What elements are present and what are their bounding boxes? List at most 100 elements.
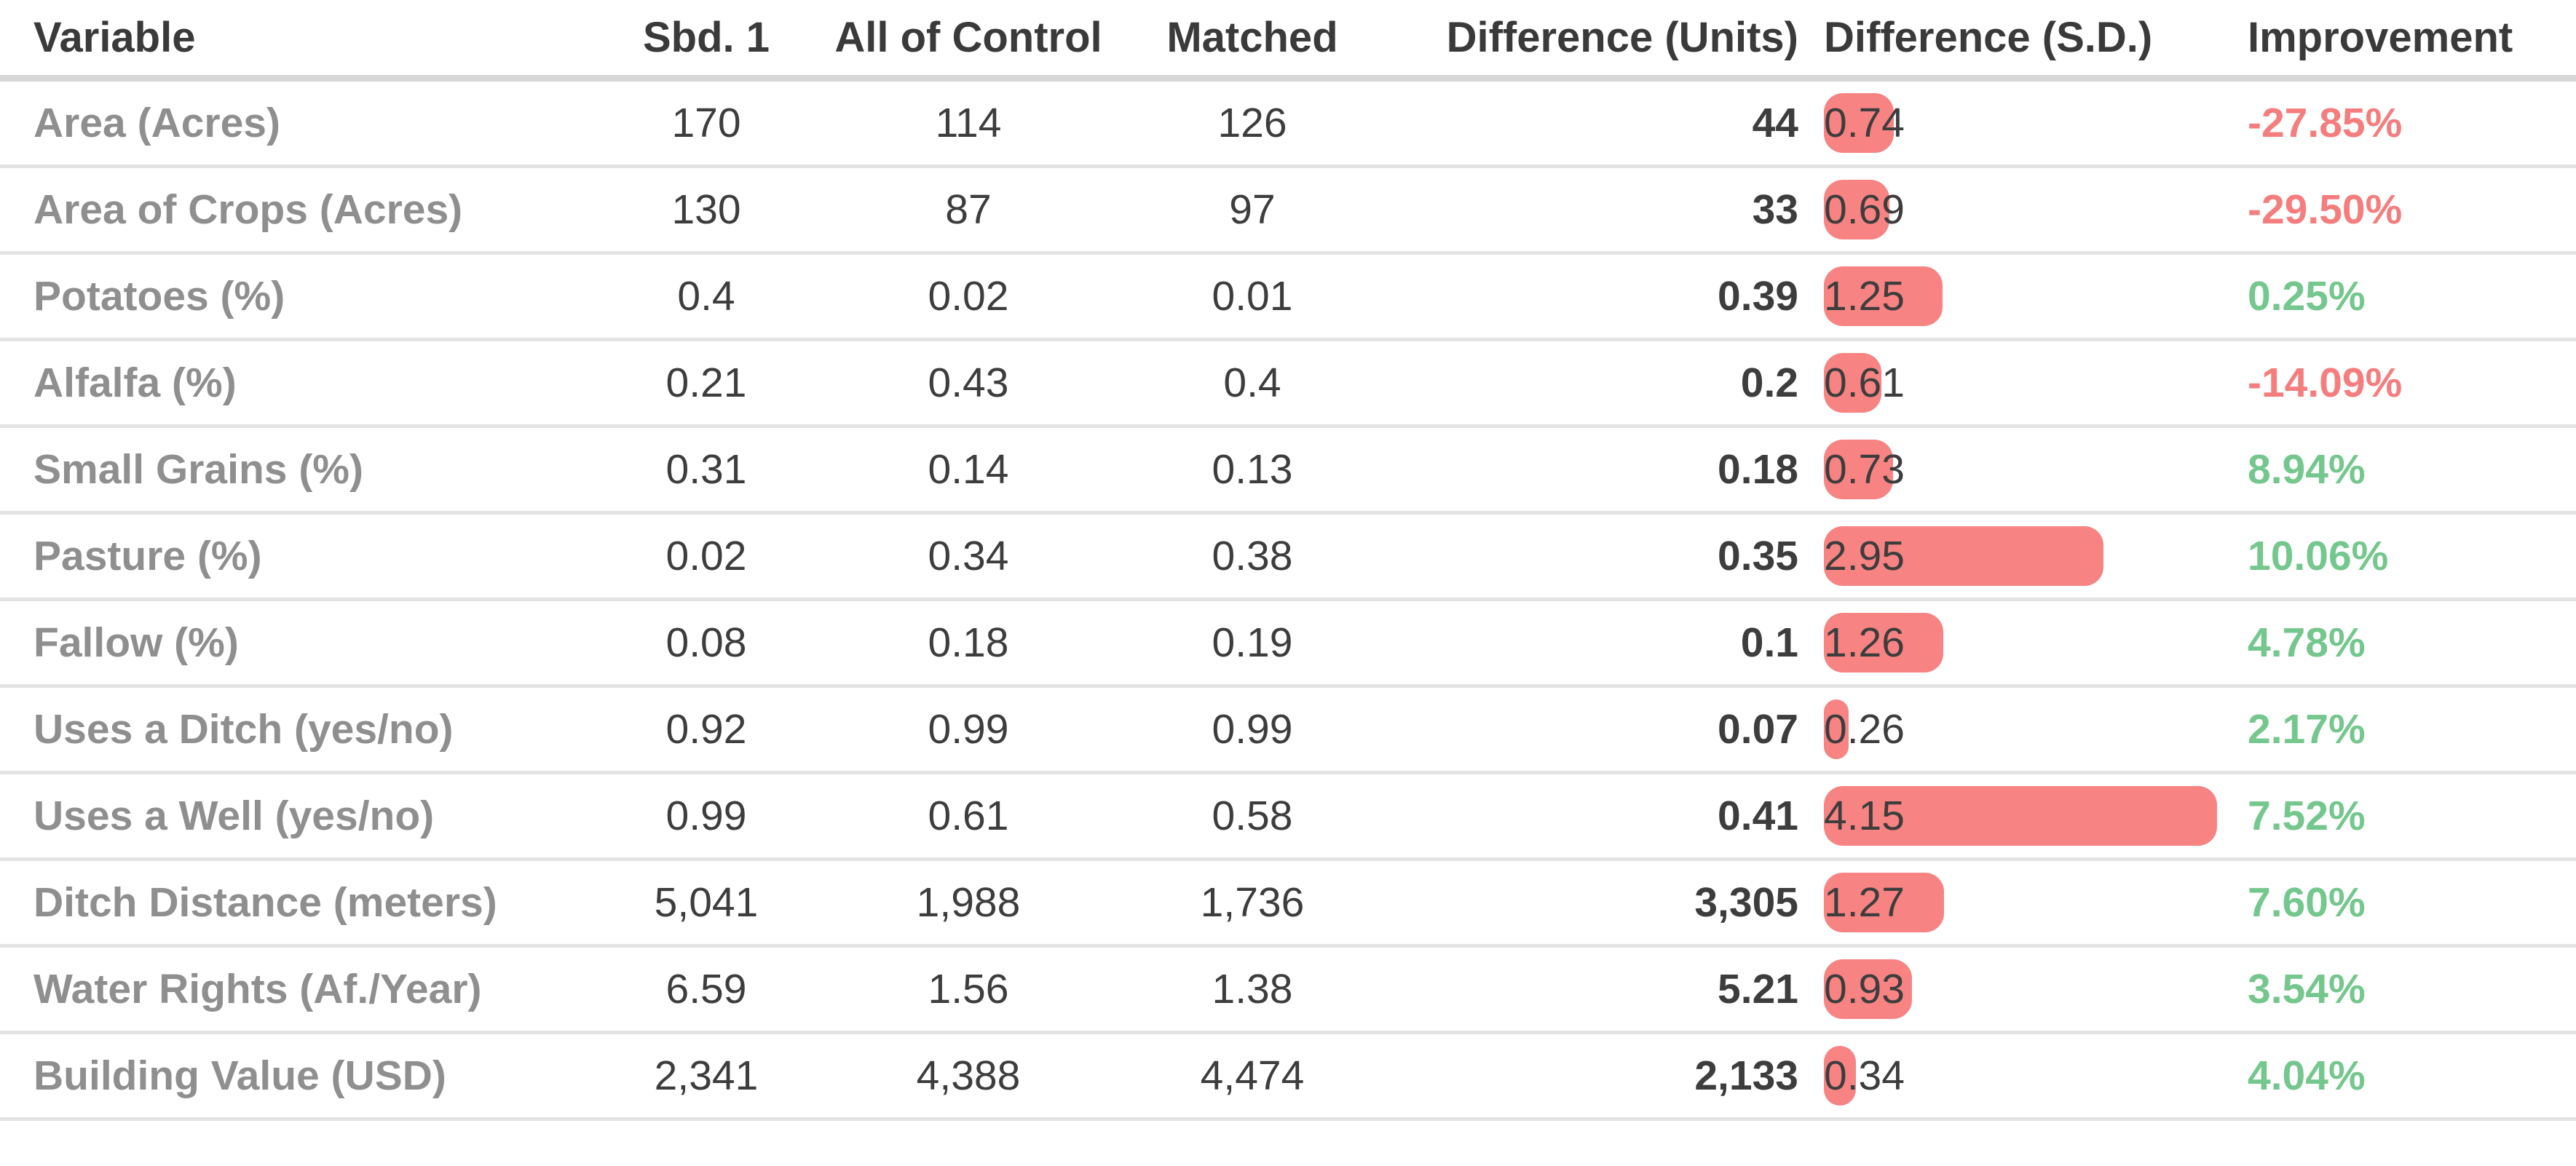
- difference-units-value: 0.39: [1718, 273, 1798, 320]
- column-header-difference-units: Difference (Units): [1446, 14, 1798, 61]
- difference-sd-value: 1.27: [1824, 879, 1905, 926]
- table-row: Ditch Distance (meters) 5,041 1,988 1,736 3,…: [0, 861, 2576, 948]
- sbd1-value: 0.92: [665, 706, 747, 753]
- matched-value: 4,474: [1200, 1052, 1305, 1099]
- difference-sd-cell: 0.26: [1798, 688, 2228, 771]
- improvement-value: -14.09%: [2248, 360, 2403, 406]
- table-row: Uses a Ditch (yes/no) 0.92 0.99 0.99 0.07 0.2…: [0, 688, 2576, 774]
- variable-label: Small Grains (%): [33, 446, 363, 493]
- improvement-value: 2.17%: [2248, 706, 2366, 753]
- sbd1-value: 0.21: [665, 360, 747, 406]
- matched-value: 0.38: [1212, 533, 1293, 579]
- difference-units-value: 3,305: [1694, 879, 1798, 926]
- column-header-all-of-control: All of Control: [834, 14, 1102, 61]
- variable-label: Alfalfa (%): [33, 360, 237, 406]
- difference-units-value: 5.21: [1718, 966, 1798, 1012]
- difference-sd-value: 0.69: [1824, 186, 1905, 233]
- difference-sd-cell: 0.74: [1798, 82, 2228, 164]
- all-of-control-value: 0.99: [928, 706, 1009, 753]
- sbd1-value: 5,041: [654, 879, 759, 926]
- difference-sd-value: 0.74: [1824, 100, 1905, 146]
- table-row: Water Rights (Af./Year) 6.59 1.56 1.38 5.21 0…: [0, 948, 2576, 1034]
- difference-sd-cell: 2.95: [1798, 515, 2228, 598]
- sd-bar: [1824, 266, 1943, 326]
- difference-sd-value: 0.93: [1824, 966, 1905, 1012]
- sd-bar: [1824, 613, 1943, 673]
- difference-sd-cell: 1.25: [1798, 255, 2228, 338]
- difference-units-value: 0.18: [1718, 446, 1798, 493]
- sd-bar: [1824, 526, 2103, 586]
- table-row: Fallow (%) 0.08 0.18 0.19 0.1 1.26 4.78%: [0, 601, 2576, 688]
- variable-label: Area (Acres): [33, 100, 280, 146]
- variable-label: Pasture (%): [33, 533, 262, 579]
- sd-bar: [1824, 180, 1889, 239]
- all-of-control-value: 87: [945, 186, 992, 233]
- all-of-control-value: 0.43: [928, 360, 1009, 406]
- improvement-value: 8.94%: [2248, 446, 2366, 493]
- difference-sd-value: 0.26: [1824, 706, 1905, 753]
- table-row: Uses a Well (yes/no) 0.99 0.61 0.58 0.41 4.15…: [0, 774, 2576, 861]
- difference-sd-cell: 0.34: [1798, 1034, 2228, 1117]
- sbd1-value: 170: [671, 100, 741, 146]
- sbd1-value: 0.08: [665, 619, 747, 666]
- sbd1-value: 0.4: [677, 273, 735, 320]
- sbd1-value: 0.99: [665, 793, 747, 839]
- matched-value: 0.4: [1223, 360, 1281, 406]
- improvement-value: 4.78%: [2248, 619, 2366, 666]
- table-row: Building Value (USD) 2,341 4,388 4,474 2,133…: [0, 1034, 2576, 1121]
- sd-bar: [1824, 440, 1893, 499]
- difference-units-value: 33: [1752, 186, 1798, 233]
- matched-value: 0.58: [1212, 793, 1293, 839]
- variable-label: Area of Crops (Acres): [33, 186, 463, 233]
- table-row: Area of Crops (Acres) 130 87 97 33 0.69 -29.50…: [0, 168, 2576, 255]
- sbd1-value: 0.02: [665, 533, 747, 579]
- difference-sd-cell: 1.26: [1798, 601, 2228, 684]
- variable-label: Uses a Ditch (yes/no): [33, 706, 454, 753]
- variable-label: Fallow (%): [33, 619, 239, 666]
- sbd1-value: 0.31: [665, 446, 747, 493]
- column-header-matched: Matched: [1166, 14, 1338, 61]
- sd-bar: [1824, 93, 1895, 153]
- sd-bar: [1824, 699, 1849, 759]
- difference-sd-cell: 0.69: [1798, 168, 2228, 251]
- difference-sd-value: 4.15: [1824, 793, 1905, 839]
- improvement-value: 7.52%: [2248, 793, 2366, 839]
- column-header-sbd1: Sbd. 1: [642, 14, 770, 61]
- all-of-control-value: 0.14: [928, 446, 1009, 493]
- table-body: Area (Acres) 170 114 126 44 0.74 -27.85% Area o…: [0, 82, 2576, 1121]
- all-of-control-value: 1.56: [928, 966, 1009, 1012]
- column-header-variable: Variable: [33, 14, 196, 61]
- all-of-control-value: 114: [935, 100, 1002, 146]
- difference-units-value: 2,133: [1694, 1052, 1798, 1099]
- improvement-value: -27.85%: [2248, 100, 2403, 146]
- sbd1-value: 6.59: [665, 966, 747, 1012]
- table-header: Variable Sbd. 1 All of Control Matched D…: [0, 0, 2576, 82]
- matched-value: 0.01: [1212, 273, 1293, 320]
- variable-label: Uses a Well (yes/no): [33, 793, 435, 839]
- sbd1-value: 130: [671, 186, 741, 233]
- difference-sd-cell: 4.15: [1798, 774, 2228, 857]
- difference-units-value: 0.07: [1718, 706, 1798, 753]
- table-row: Potatoes (%) 0.4 0.02 0.01 0.39 1.25 0.25%: [0, 255, 2576, 341]
- all-of-control-value: 1,988: [916, 879, 1021, 926]
- matched-value: 0.13: [1212, 446, 1293, 493]
- difference-sd-value: 0.34: [1824, 1052, 1905, 1099]
- difference-sd-value: 1.26: [1824, 619, 1905, 666]
- all-of-control-value: 0.34: [928, 533, 1009, 579]
- difference-units-value: 0.2: [1740, 360, 1798, 406]
- variable-label: Water Rights (Af./Year): [33, 966, 482, 1012]
- all-of-control-value: 0.61: [928, 793, 1009, 839]
- difference-sd-value: 1.25: [1824, 273, 1905, 320]
- sd-bar: [1824, 353, 1882, 413]
- difference-sd-value: 0.61: [1824, 360, 1905, 406]
- difference-units-value: 0.41: [1718, 793, 1798, 839]
- difference-sd-cell: 0.93: [1798, 948, 2228, 1031]
- difference-sd-cell: 0.73: [1798, 428, 2228, 511]
- table-row: Small Grains (%) 0.31 0.14 0.13 0.18 0.73 8.94…: [0, 428, 2576, 515]
- all-of-control-value: 0.18: [928, 619, 1009, 666]
- matched-value: 0.19: [1212, 619, 1293, 666]
- column-header-difference-sd: Difference (S.D.): [1824, 14, 2153, 61]
- table-row: Alfalfa (%) 0.21 0.43 0.4 0.2 0.61 -14.09%: [0, 341, 2576, 428]
- all-of-control-value: 0.02: [928, 273, 1009, 320]
- sd-bar: [1824, 786, 2217, 846]
